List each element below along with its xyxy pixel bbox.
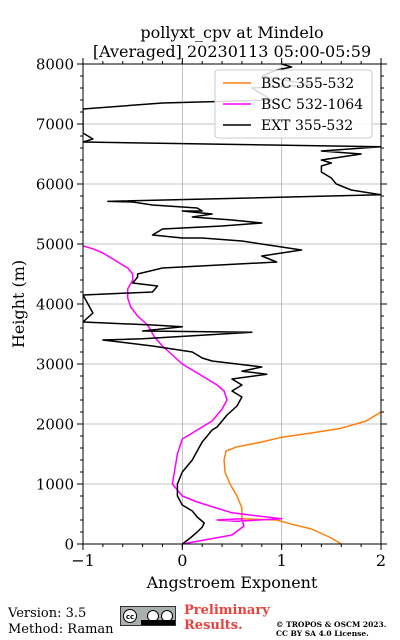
y-tick-label: 6000 xyxy=(36,176,74,194)
chart-subtitle: [Averaged] 20230113 05:00-05:59 xyxy=(93,42,371,61)
x-tick-label: 1 xyxy=(277,551,287,570)
series-line-bsc-355-532 xyxy=(223,411,381,544)
y-tick-label: 7000 xyxy=(36,116,74,134)
series-line-bsc-532-1064 xyxy=(83,245,283,544)
legend-label-ext-355-532: EXT 355-532 xyxy=(261,118,353,134)
x-tick-label: 2 xyxy=(376,551,386,570)
y-tick-label: 2000 xyxy=(36,416,74,434)
y-tick-label: 5000 xyxy=(36,236,74,254)
method-text: Method: Raman xyxy=(8,622,114,637)
x-axis-label: Angstroem Exponent xyxy=(146,573,318,592)
legend-box xyxy=(214,69,373,139)
chart-svg: pollyxt_cpv at Mindelo [Averaged] 202301… xyxy=(9,23,387,592)
version-text: Version: 3.5 xyxy=(8,606,87,621)
legend-label-bsc-355-532: BSC 355-532 xyxy=(261,76,354,92)
x-tick-label: −1 xyxy=(71,551,95,570)
preliminary-line-2: Results. xyxy=(184,618,243,633)
legend-label-bsc-532-1064: BSC 532-1064 xyxy=(261,97,363,113)
plot-frame xyxy=(82,63,382,545)
copyright-text: © TROPOS & OSCM 2023. CC BY SA 4.0 Licen… xyxy=(276,620,398,638)
cc-license-badge: cc xyxy=(120,606,176,626)
y-tick-label: 1000 xyxy=(36,476,74,494)
y-axis-label: Height (m) xyxy=(9,260,28,348)
copyright-line-2: CC BY SA 4.0 License. xyxy=(276,629,369,638)
y-tick-label: 8000 xyxy=(36,56,74,74)
y-tick-label: 3000 xyxy=(36,356,74,374)
cc-icon: cc xyxy=(123,609,137,623)
copyright-line-1: © TROPOS & OSCM 2023. xyxy=(276,620,387,629)
legend: BSC 355-532 BSC 532-1064 EXT 355-532 xyxy=(214,69,373,139)
series-layer xyxy=(83,64,381,544)
series-line-ext-355-532 xyxy=(83,64,381,544)
preliminary-results-text: Preliminary Results. xyxy=(184,603,280,633)
y-tick-label: 4000 xyxy=(36,296,74,314)
chart-title: pollyxt_cpv at Mindelo xyxy=(140,23,323,42)
badge-strip xyxy=(141,620,175,625)
y-tick-label: 0 xyxy=(64,536,74,554)
preliminary-line-1: Preliminary xyxy=(184,603,270,618)
x-tick-label: 0 xyxy=(177,551,187,570)
